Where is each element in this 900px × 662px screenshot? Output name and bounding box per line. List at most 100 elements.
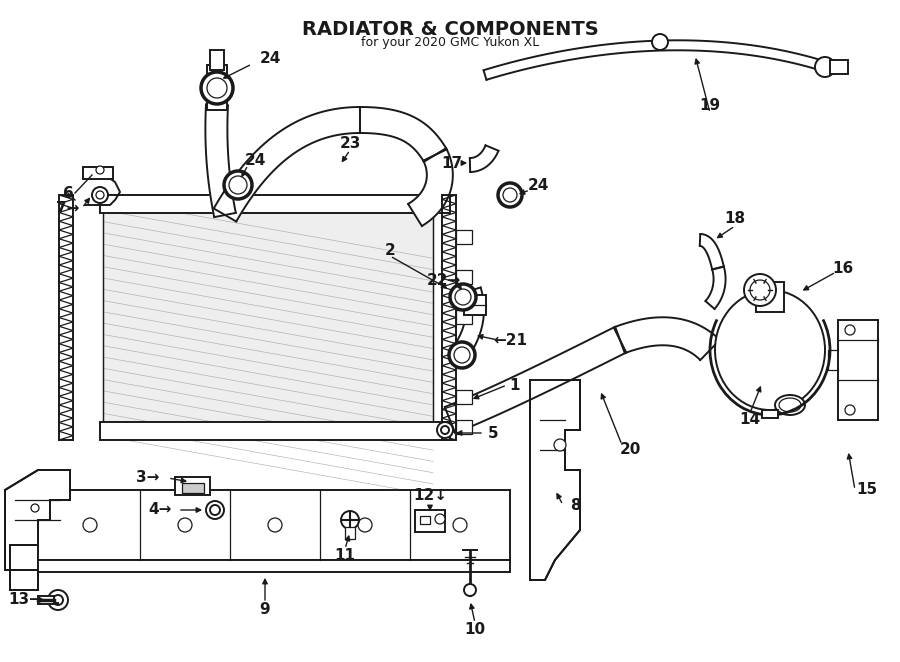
Circle shape	[201, 72, 233, 104]
Circle shape	[48, 590, 68, 610]
Text: 11: 11	[335, 547, 356, 563]
Bar	[207, 65, 227, 110]
Circle shape	[229, 176, 247, 194]
Circle shape	[441, 426, 449, 434]
Polygon shape	[213, 107, 360, 222]
Text: 24: 24	[259, 50, 281, 66]
Polygon shape	[616, 317, 720, 360]
Polygon shape	[706, 266, 725, 309]
Bar	[830, 60, 848, 74]
Circle shape	[503, 188, 517, 202]
Polygon shape	[483, 40, 822, 80]
Text: 20: 20	[619, 442, 641, 457]
Circle shape	[815, 57, 835, 77]
Text: 14: 14	[740, 412, 760, 428]
Polygon shape	[454, 287, 484, 355]
Bar	[103, 199, 433, 436]
Circle shape	[358, 518, 372, 532]
Bar	[210, 50, 224, 70]
Circle shape	[178, 518, 192, 532]
Polygon shape	[700, 234, 724, 269]
Bar	[456, 270, 472, 284]
Circle shape	[453, 518, 467, 532]
Circle shape	[96, 191, 104, 199]
Text: 13→: 13→	[8, 592, 42, 608]
Circle shape	[96, 166, 104, 174]
Polygon shape	[530, 380, 580, 580]
Circle shape	[435, 514, 445, 524]
Circle shape	[268, 518, 282, 532]
Text: 4→: 4→	[148, 502, 172, 518]
Circle shape	[341, 511, 359, 529]
Bar	[456, 230, 472, 244]
Text: 3→: 3→	[136, 471, 159, 485]
Text: RADIATOR & COMPONENTS: RADIATOR & COMPONENTS	[302, 20, 598, 39]
Bar	[456, 350, 472, 364]
Bar	[103, 199, 433, 436]
Circle shape	[450, 284, 476, 310]
Text: 24: 24	[527, 177, 549, 193]
Bar	[100, 422, 450, 440]
Circle shape	[750, 280, 770, 300]
Circle shape	[464, 584, 476, 596]
Text: ←21: ←21	[493, 332, 527, 348]
Bar	[182, 483, 204, 493]
Text: 24: 24	[244, 152, 266, 167]
Circle shape	[554, 439, 566, 451]
Circle shape	[53, 595, 63, 605]
Text: 22→: 22→	[427, 273, 461, 287]
Bar	[83, 167, 113, 179]
Text: 6: 6	[63, 185, 74, 201]
Circle shape	[455, 289, 471, 305]
Circle shape	[652, 34, 668, 50]
Circle shape	[83, 518, 97, 532]
Polygon shape	[470, 145, 499, 172]
Polygon shape	[205, 105, 236, 217]
Ellipse shape	[779, 398, 801, 412]
Circle shape	[449, 342, 475, 368]
Circle shape	[210, 505, 220, 515]
Ellipse shape	[715, 290, 825, 410]
Polygon shape	[360, 107, 446, 162]
Circle shape	[454, 347, 470, 363]
Text: for your 2020 GMC Yukon XL: for your 2020 GMC Yukon XL	[361, 36, 539, 49]
Bar	[100, 195, 450, 213]
Bar	[464, 295, 486, 315]
Circle shape	[206, 501, 224, 519]
Text: 7→: 7→	[57, 201, 80, 216]
Bar	[456, 310, 472, 324]
Bar	[38, 596, 54, 604]
Bar	[456, 390, 472, 404]
Circle shape	[845, 325, 855, 335]
Text: 2: 2	[384, 242, 395, 258]
Circle shape	[207, 78, 227, 98]
Circle shape	[437, 422, 453, 438]
Text: 17: 17	[441, 156, 463, 171]
Polygon shape	[445, 328, 626, 433]
Circle shape	[31, 504, 39, 512]
Text: 12↓: 12↓	[413, 487, 447, 502]
Text: 1: 1	[509, 377, 520, 393]
Bar	[345, 527, 355, 539]
Text: 19: 19	[699, 97, 721, 113]
Bar	[175, 477, 210, 495]
Bar	[756, 282, 784, 312]
Bar	[456, 420, 472, 434]
Text: 9: 9	[260, 602, 270, 618]
Text: 23: 23	[339, 136, 361, 150]
Bar	[38, 560, 510, 572]
Text: 10: 10	[464, 622, 486, 638]
Bar	[420, 516, 430, 524]
Bar	[838, 320, 878, 420]
Circle shape	[92, 187, 108, 203]
Circle shape	[224, 171, 252, 199]
Polygon shape	[408, 150, 453, 226]
Circle shape	[744, 274, 776, 306]
Text: 15: 15	[857, 483, 878, 498]
Text: 16: 16	[832, 261, 853, 275]
Circle shape	[845, 405, 855, 415]
Bar	[415, 510, 445, 532]
Ellipse shape	[775, 395, 805, 415]
Circle shape	[498, 183, 522, 207]
Text: 5: 5	[488, 426, 499, 440]
